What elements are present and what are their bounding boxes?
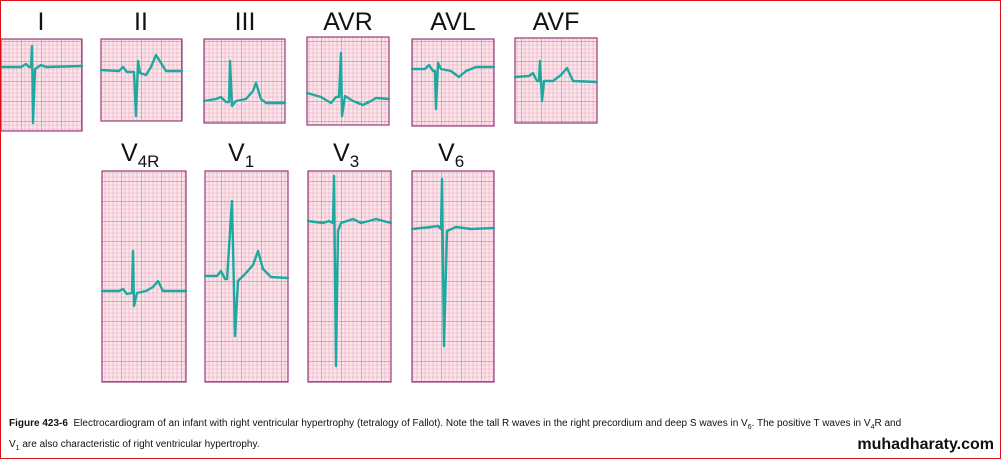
caption-subscript: 4 bbox=[870, 424, 875, 431]
lead-letter: V bbox=[121, 139, 138, 167]
ecg-trace bbox=[202, 59, 287, 108]
caption-text: . The positive T waves in V bbox=[751, 418, 871, 429]
lead-letter: V bbox=[438, 139, 455, 167]
caption-text: Electrocardiogram of an infant with righ… bbox=[73, 418, 748, 429]
ecg-panel bbox=[411, 38, 495, 127]
watermark: muhadharaty.com bbox=[857, 436, 994, 453]
caption-text: R and bbox=[874, 418, 902, 429]
ecg-panel bbox=[1, 38, 83, 132]
lead-subscript: 3 bbox=[350, 152, 359, 171]
lead-subscript: 4R bbox=[138, 152, 160, 171]
lead-label: I bbox=[38, 8, 45, 36]
lead-label: V1 bbox=[228, 139, 254, 171]
lead-label: II bbox=[134, 8, 148, 36]
figure-caption: Figure 423-6 Electrocardiogram of an inf… bbox=[9, 415, 999, 457]
caption-text: are also characteristic of right ventric… bbox=[19, 439, 260, 450]
ecg-trace bbox=[513, 59, 599, 103]
ecg-panel bbox=[203, 38, 286, 124]
ecg-panel bbox=[411, 170, 495, 383]
ecg-panel bbox=[306, 36, 390, 126]
caption-label: Figure 423-6 bbox=[9, 418, 68, 429]
caption-subscript: 6 bbox=[747, 424, 752, 431]
ecg-trace bbox=[305, 51, 391, 118]
lead-subscript: 1 bbox=[245, 152, 254, 171]
ecg-trace bbox=[1, 44, 84, 125]
lead-letter: V bbox=[228, 139, 245, 167]
lead-label: AVL bbox=[430, 8, 475, 36]
lead-label: V4R bbox=[121, 139, 159, 171]
caption-text: V bbox=[9, 439, 16, 450]
ecg-panel bbox=[100, 38, 183, 122]
lead-labels: I II III AVR AVL AVF V4R V1 V3 V6 bbox=[38, 8, 580, 171]
ecg-trace bbox=[100, 249, 188, 308]
ecg-trace bbox=[306, 174, 393, 368]
caption-subscript: 1 bbox=[15, 445, 20, 452]
lead-label: AVR bbox=[323, 8, 373, 36]
ecg-trace bbox=[99, 53, 184, 118]
traces bbox=[1, 44, 599, 368]
lead-label: III bbox=[235, 8, 256, 36]
lead-label: V3 bbox=[333, 139, 359, 171]
ecg-trace bbox=[410, 61, 496, 111]
lead-label: V6 bbox=[438, 139, 464, 171]
ecg-figure: I II III AVR AVL AVF V4R V1 V3 V6 bbox=[1, 8, 599, 383]
ecg-panel bbox=[307, 170, 392, 383]
ecg-trace bbox=[410, 177, 496, 348]
ecg-trace bbox=[203, 199, 290, 338]
panels bbox=[1, 36, 598, 383]
lead-subscript: 6 bbox=[455, 152, 464, 171]
lead-label: AVF bbox=[533, 8, 580, 36]
lead-letter: V bbox=[333, 139, 350, 167]
ecg-panel bbox=[101, 170, 187, 383]
